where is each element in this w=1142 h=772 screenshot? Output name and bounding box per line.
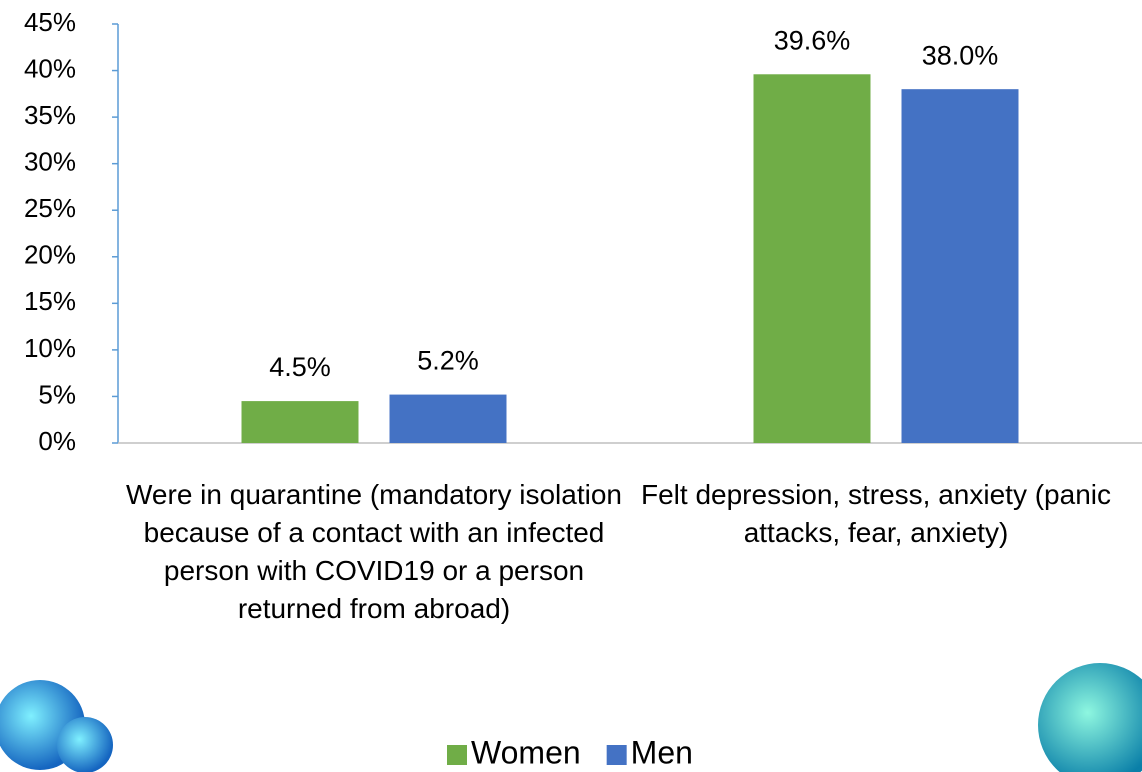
data-label: 38.0%: [922, 40, 999, 70]
x-tick-label: Were in quarantine (mandatory isolation …: [124, 476, 624, 628]
y-tick-label: 20%: [24, 240, 76, 270]
data-label: 39.6%: [774, 25, 851, 55]
y-tick-label: 30%: [24, 147, 76, 177]
bar: [902, 89, 1019, 443]
legend-swatch: [447, 745, 467, 765]
data-label: 5.2%: [417, 346, 479, 376]
legend-label: Men: [631, 734, 693, 770]
bar: [754, 74, 871, 443]
page: 0% 5% 10% 15% 20% 25% 30% 35% 40% 45% 4.5% 5.2% 39.6…: [0, 0, 1142, 772]
y-tick-label: 0%: [38, 426, 76, 456]
y-tick-label: 45%: [24, 7, 76, 37]
legend-swatch: [607, 745, 627, 765]
y-tick-label: 25%: [24, 193, 76, 223]
y-tick-label: 35%: [24, 100, 76, 130]
x-tick-label: Felt depression, stress, anxiety (panic …: [626, 476, 1126, 552]
y-tick-label: 40%: [24, 53, 76, 83]
bar: [390, 395, 507, 443]
y-tick-label: 5%: [38, 379, 76, 409]
bar: [242, 401, 359, 443]
chart: 0% 5% 10% 15% 20% 25% 30% 35% 40% 45% 4.5% 5.2% 39.6…: [0, 0, 1142, 772]
y-tick-label: 10%: [24, 333, 76, 363]
y-tick-label: 15%: [24, 286, 76, 316]
data-label: 4.5%: [269, 352, 331, 382]
legend-label: Women: [471, 734, 581, 770]
